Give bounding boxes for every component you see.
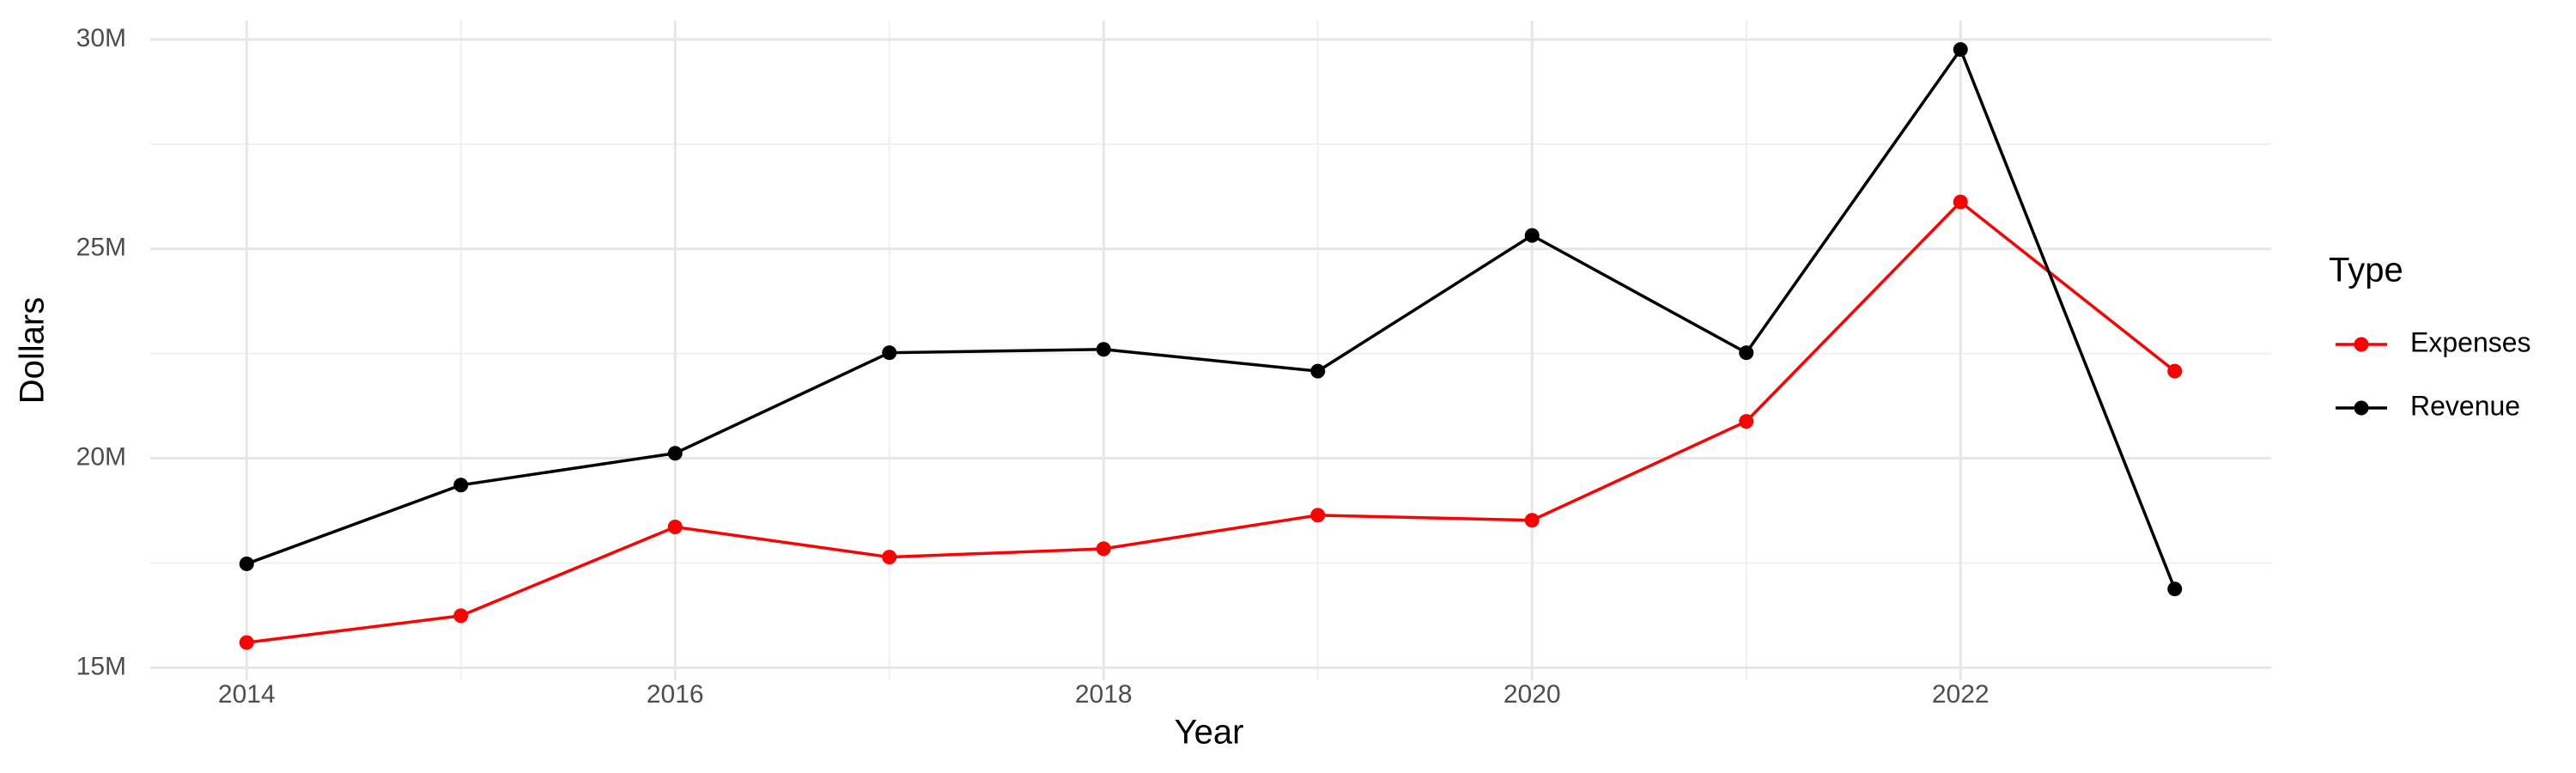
y-tick-label: 20M xyxy=(76,442,126,471)
data-point xyxy=(1524,228,1540,243)
x-axis-title: Year xyxy=(1175,714,1244,752)
x-tick-label: 2014 xyxy=(218,680,276,709)
data-point xyxy=(1096,342,1111,357)
data-point xyxy=(1953,42,1968,58)
data-point xyxy=(2167,363,2183,379)
data-point xyxy=(1953,194,1968,210)
data-point xyxy=(1310,363,1326,379)
data-point xyxy=(1524,513,1540,528)
legend-label: Expenses xyxy=(2410,326,2531,357)
legend-key-point xyxy=(2354,400,2369,416)
y-tick-label: 30M xyxy=(76,24,126,52)
legend-title: Type xyxy=(2329,252,2403,289)
data-point xyxy=(1739,345,1754,361)
x-tick-label: 2022 xyxy=(1932,680,1990,709)
series-line xyxy=(246,199,2176,644)
series-line xyxy=(246,46,2177,590)
data-point xyxy=(667,520,683,535)
data-point xyxy=(667,446,683,461)
legend-label: Revenue xyxy=(2410,390,2520,421)
data-point xyxy=(882,550,897,565)
y-axis-title: Dollars xyxy=(14,297,52,404)
data-point xyxy=(1310,508,1326,523)
data-point xyxy=(453,478,469,493)
y-tick-label: 25M xyxy=(76,234,126,262)
data-point xyxy=(1739,414,1754,429)
legend-key-point xyxy=(2354,337,2369,352)
x-tick-label: 2018 xyxy=(1075,680,1133,709)
data-point xyxy=(239,635,254,650)
data-point xyxy=(882,345,897,361)
data-point xyxy=(453,608,469,624)
x-tick-label: 2020 xyxy=(1504,680,1561,709)
data-point xyxy=(239,556,254,571)
x-tick-label: 2016 xyxy=(647,680,704,709)
data-point xyxy=(2167,581,2183,597)
y-tick-label: 15M xyxy=(76,652,126,680)
data-point xyxy=(1096,541,1111,557)
